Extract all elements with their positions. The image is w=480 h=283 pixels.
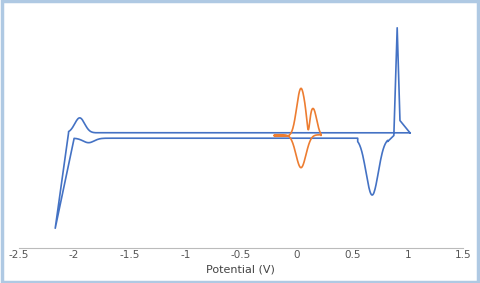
X-axis label: Potential (V): Potential (V) — [206, 265, 276, 275]
